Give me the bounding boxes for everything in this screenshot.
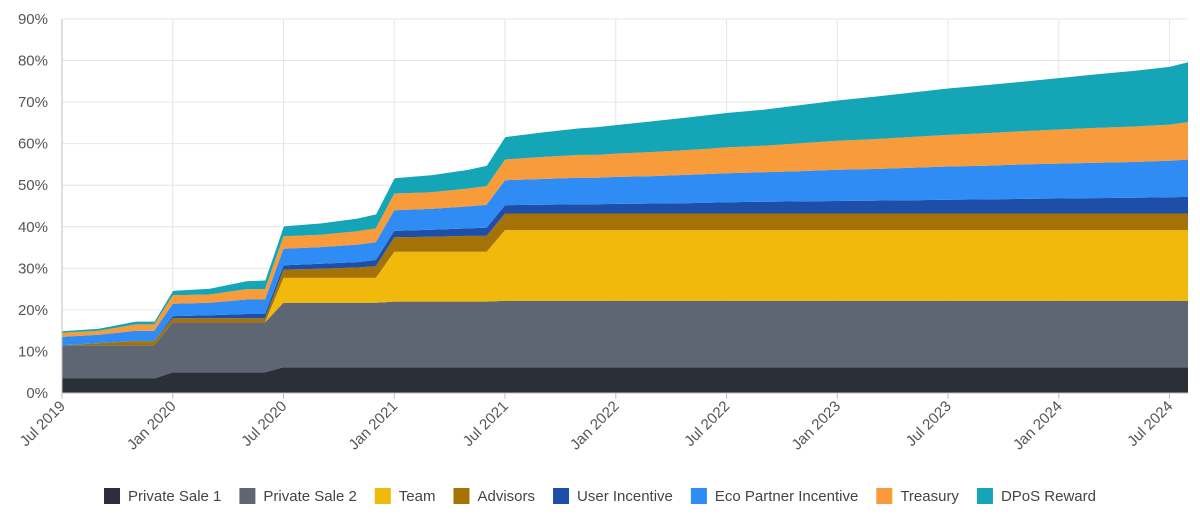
x-tick-label: Jan 2020	[124, 398, 180, 454]
y-tick-label: 70%	[18, 94, 48, 111]
legend-label: Private Sale 2	[263, 488, 356, 505]
area-series-user-incentive	[62, 196, 1188, 346]
legend-item[interactable]: Private Sale 2	[239, 488, 357, 505]
legend-label: User Incentive	[577, 488, 673, 505]
y-tick-label: 20%	[18, 302, 48, 319]
axes	[61, 19, 1188, 394]
legend-label: Eco Partner Incentive	[715, 488, 858, 505]
y-tick-label: 0%	[26, 385, 48, 402]
legend-item[interactable]: Private Sale 1	[104, 488, 221, 505]
legend-item[interactable]: Eco Partner Incentive	[690, 488, 858, 505]
y-tick-label: 10%	[18, 343, 48, 360]
legend-swatch	[239, 488, 256, 504]
area-series-dpos-reward	[62, 61, 1188, 333]
total-outline	[61, 61, 1189, 332]
x-tick-label: Jul 2024	[1124, 398, 1176, 450]
legend-swatch	[690, 488, 707, 504]
x-tick-label: Jul 2023	[903, 398, 955, 450]
y-tick-label: 60%	[18, 136, 48, 153]
legend-item[interactable]: DPoS Reward	[976, 488, 1096, 505]
legend-swatch	[453, 488, 470, 504]
y-tick-label: 80%	[18, 53, 48, 70]
y-tick-label: 30%	[18, 260, 48, 277]
x-tick-label: Jul 2019	[17, 398, 69, 450]
legend-label: DPoS Reward	[1001, 488, 1096, 505]
legend-swatch	[553, 488, 570, 504]
x-tick-label: Jul 2021	[460, 398, 512, 450]
legend-swatch	[374, 488, 391, 504]
area-series-private-sale-1	[62, 367, 1188, 393]
x-tick-label: Jan 2023	[788, 398, 844, 454]
area-series-advisors	[62, 213, 1188, 346]
legend-label: Private Sale 1	[128, 488, 221, 505]
legend-swatch	[876, 488, 893, 504]
y-tick-label: 40%	[18, 219, 48, 236]
x-tick-label: Jan 2022	[567, 398, 623, 454]
legend: Private Sale 1 Private Sale 2 Team Advisors…	[104, 488, 1096, 505]
legend-label: Treasury	[900, 488, 959, 505]
legend-item[interactable]: Team	[374, 488, 436, 505]
legend-item[interactable]: User Incentive	[553, 488, 673, 505]
area-series	[61, 61, 1189, 393]
x-axis-ticks: Jul 2019 Jan 2020 Jul 2020 Jan 2021 Jul 2021…	[17, 393, 1176, 454]
x-tick-label: Jan 2024	[1010, 398, 1066, 454]
legend-label: Advisors	[477, 488, 535, 505]
legend-item[interactable]: Treasury	[876, 488, 959, 505]
area-series-private-sale-2	[62, 300, 1188, 379]
y-tick-label: 50%	[18, 177, 48, 194]
legend-item[interactable]: Advisors	[453, 488, 535, 505]
legend-swatch	[976, 488, 993, 504]
x-tick-label: Jan 2021	[345, 398, 401, 454]
legend-label: Team	[399, 488, 436, 505]
y-tick-label: 90%	[18, 11, 48, 28]
area-series-team	[62, 230, 1188, 346]
area-series-eco-partner-incentive	[62, 159, 1188, 346]
x-tick-label: Jul 2022	[681, 398, 733, 450]
x-tick-label: Jul 2020	[238, 398, 290, 450]
legend-swatch	[104, 488, 121, 504]
area-series-treasury	[62, 122, 1188, 337]
y-axis-ticks: 0% 10% 20% 30% 40% 50% 60% 70% 80% 90%	[18, 11, 48, 402]
